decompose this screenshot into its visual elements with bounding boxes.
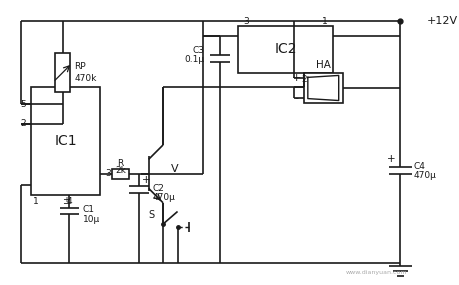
Bar (55, 53, 70, 92)
Text: 2k: 2k (115, 166, 126, 176)
Text: 4: 4 (67, 197, 72, 206)
Text: S: S (148, 210, 154, 220)
Text: C3: C3 (192, 46, 204, 55)
Bar (303, 73, 342, 103)
Text: R: R (117, 159, 123, 168)
Text: V: V (170, 164, 178, 174)
Text: IC2: IC2 (274, 42, 296, 56)
Text: 470μ: 470μ (152, 194, 175, 202)
Bar (112, 169, 129, 179)
Text: C1: C1 (83, 205, 95, 214)
Text: 470μ: 470μ (413, 171, 436, 180)
Text: ±: ± (62, 196, 69, 206)
Text: 1: 1 (33, 197, 39, 206)
Bar (31, 87, 100, 195)
Text: 2: 2 (20, 119, 26, 128)
Text: C4: C4 (413, 162, 425, 171)
Text: 470k: 470k (74, 74, 96, 83)
Text: -: - (294, 93, 297, 103)
Bar (238, 26, 332, 73)
Text: +: + (291, 73, 300, 83)
Text: +: + (141, 175, 150, 185)
Text: RP: RP (74, 62, 86, 71)
Text: 3: 3 (243, 17, 248, 26)
Text: 5: 5 (20, 100, 26, 109)
Text: HA: HA (315, 60, 330, 70)
Text: IC1: IC1 (54, 134, 77, 148)
Text: +12V: +12V (425, 17, 457, 27)
Text: 1: 1 (322, 17, 327, 26)
Text: www.dianyuan.com: www.dianyuan.com (345, 270, 406, 275)
Text: 2: 2 (301, 75, 306, 84)
Text: 3: 3 (105, 169, 111, 178)
Text: C2: C2 (152, 184, 164, 193)
Text: 0.1μ: 0.1μ (184, 56, 204, 64)
Text: 10μ: 10μ (83, 215, 100, 224)
Text: +: + (386, 154, 395, 164)
